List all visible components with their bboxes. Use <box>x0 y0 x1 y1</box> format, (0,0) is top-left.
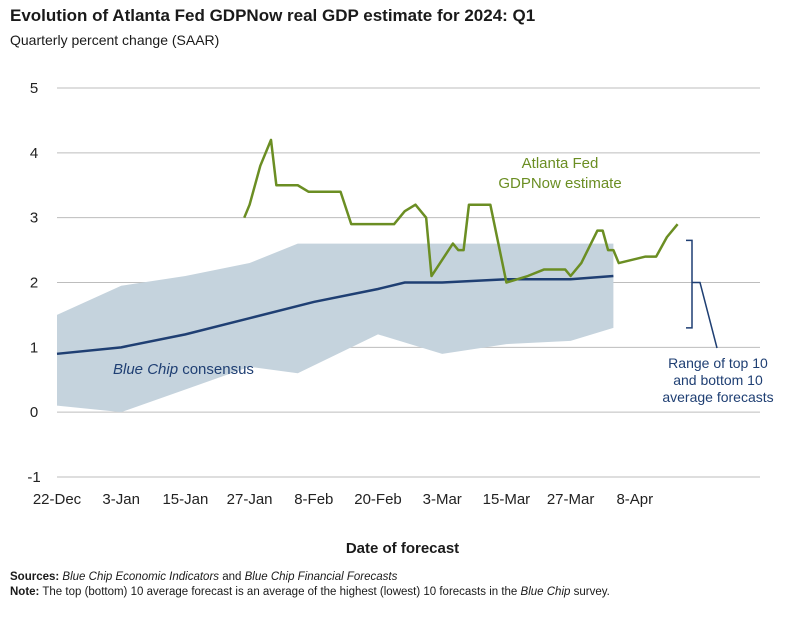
sources-and: and <box>219 571 245 583</box>
note-text-1: The top (bottom) 10 average forecast is … <box>39 586 521 598</box>
x-tick-label: 8-Apr <box>616 491 653 508</box>
bluechip-consensus-line <box>56 274 614 356</box>
note-line: Note: The top (bottom) 10 average foreca… <box>10 585 730 600</box>
x-tick-label: 27-Mar <box>547 491 595 508</box>
gdpnow-label-line1: Atlanta Fed <box>522 155 599 172</box>
sources-line: Sources: Blue Chip Economic Indicators a… <box>10 570 730 585</box>
sources-publication-2: Blue Chip Financial Forecasts <box>244 571 398 583</box>
x-tick-label: 15-Mar <box>483 491 531 508</box>
range-bracket <box>686 239 693 329</box>
y-tick-label: 3 <box>30 210 38 227</box>
sources-label: Sources: <box>10 571 60 583</box>
y-tick-label: 0 <box>30 404 38 421</box>
sources-publication-1: Blue Chip Economic Indicators <box>62 571 220 583</box>
gdpnow-line <box>243 138 679 284</box>
x-tick-label: 27-Jan <box>227 491 273 508</box>
range-pointer <box>692 281 718 349</box>
x-tick-label: 22-Dec <box>33 491 82 508</box>
y-tick-label: 5 <box>30 80 38 97</box>
x-tick-label: 8-Feb <box>294 491 333 508</box>
x-tick-label: 3-Mar <box>423 491 462 508</box>
y-tick-label: 1 <box>30 339 38 356</box>
x-tick-label: 3-Jan <box>102 491 140 508</box>
y-tick-label: 4 <box>30 145 38 162</box>
bluechip-label: Blue Chip consensus <box>113 361 254 378</box>
chart-plot: -1 0 1 2 3 4 5 22-Dec 3-Jan 15-Jan 27-Jan 8-Feb 20-F… <box>27 80 773 508</box>
range-label-line2: and bottom 10 <box>673 372 763 388</box>
range-band <box>57 243 614 413</box>
note-emphasis: Blue Chip <box>520 586 571 598</box>
chart-footer: Sources: Blue Chip Economic Indicators a… <box>10 570 730 600</box>
range-label-line1: Range of top 10 <box>668 355 768 371</box>
y-tick-label: 2 <box>30 275 38 292</box>
x-axis-label: Date of forecast <box>345 540 460 557</box>
chart-title: Evolution of Atlanta Fed GDPNow real GDP… <box>10 6 536 25</box>
bluechip-label-rest: consensus <box>178 361 254 378</box>
range-label-line3: average forecasts <box>662 389 773 405</box>
note-text-2: survey. <box>570 586 610 598</box>
chart-subtitle: Quarterly percent change (SAAR) <box>10 32 220 48</box>
bluechip-label-emphasis: Blue Chip <box>113 361 178 378</box>
x-tick-label: 15-Jan <box>162 491 208 508</box>
x-tick-label: 20-Feb <box>354 491 402 508</box>
note-label: Note: <box>10 586 40 598</box>
gdpnow-label-line2: GDPNow estimate <box>498 175 621 192</box>
y-tick-label: -1 <box>27 469 40 486</box>
